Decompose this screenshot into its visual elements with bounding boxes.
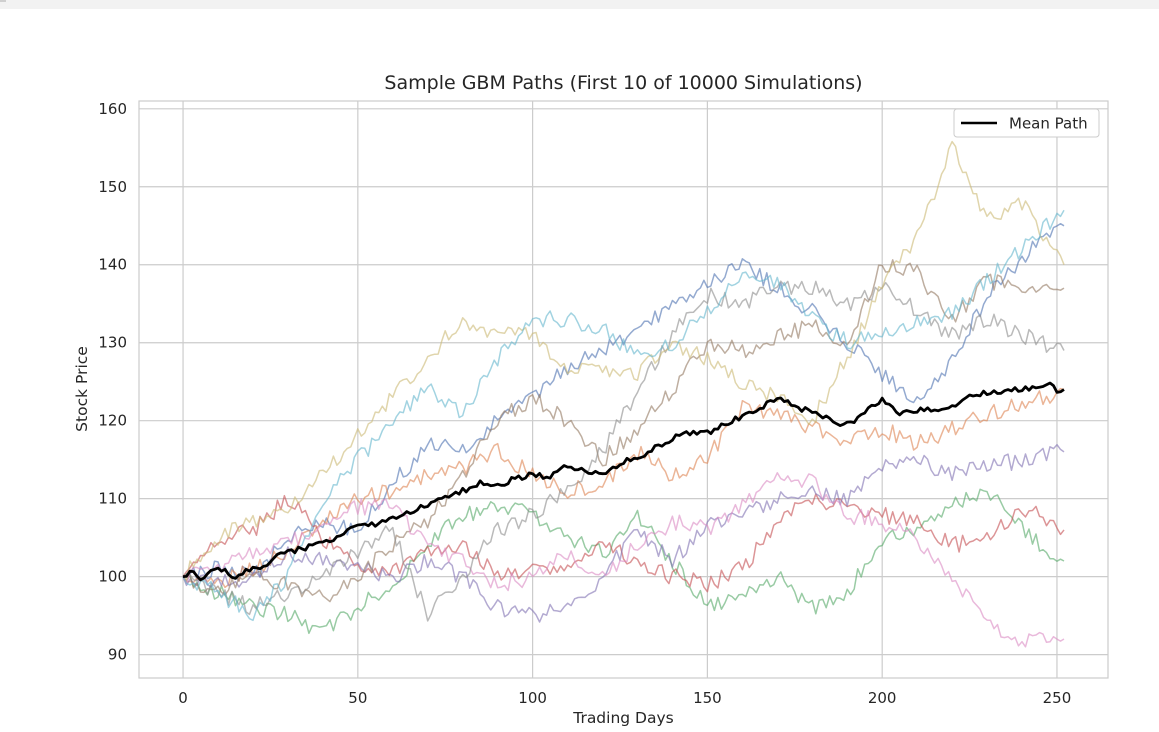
window-corner-mark (0, 0, 6, 2)
simulation-path-line-6 (182, 259, 1065, 603)
x-axis-label: Trading Days (572, 709, 673, 727)
simulation-path-line-7 (182, 472, 1065, 648)
simulation-path-line-4 (182, 493, 1065, 593)
series-lines (182, 140, 1065, 648)
simulation-path-line-9 (182, 140, 1065, 581)
x-tick-label: 250 (1043, 689, 1072, 707)
y-tick-labels: 90 100 110 120 130 140 150 160 (98, 100, 127, 664)
plot-background (139, 101, 1108, 678)
legend-box (953, 108, 1100, 138)
y-tick-label: 110 (98, 490, 127, 508)
legend-label-mean-path: Mean Path (1009, 115, 1088, 133)
y-tick-label: 160 (98, 100, 127, 118)
simulation-path-line-5 (182, 443, 1065, 623)
simulation-path-line-10 (182, 209, 1065, 622)
y-tick-label: 130 (98, 334, 127, 352)
y-tick-label: 150 (98, 178, 127, 196)
plot-frame (138, 100, 1109, 679)
y-axis-label: Stock Price (73, 346, 91, 432)
y-tick-label: 90 (108, 646, 127, 664)
x-tick-label: 100 (518, 689, 547, 707)
simulation-path-line-2 (182, 387, 1065, 589)
x-tick-labels: 0 50 100 150 200 250 (178, 689, 1071, 707)
window-top-bar (0, 0, 1159, 9)
simulation-path-line-3 (182, 488, 1065, 635)
x-tick-label: 50 (348, 689, 367, 707)
x-tick-label: 0 (178, 689, 188, 707)
chart-title: Sample GBM Paths (First 10 of 10000 Simu… (384, 72, 862, 94)
y-tick-label: 120 (98, 412, 127, 430)
x-tick-label: 200 (868, 689, 897, 707)
mean-path-line (182, 381, 1065, 582)
legend: Mean Path (953, 108, 1100, 138)
y-tick-label: 140 (98, 256, 127, 274)
x-tick-label: 150 (693, 689, 722, 707)
y-tick-label: 100 (98, 568, 127, 586)
